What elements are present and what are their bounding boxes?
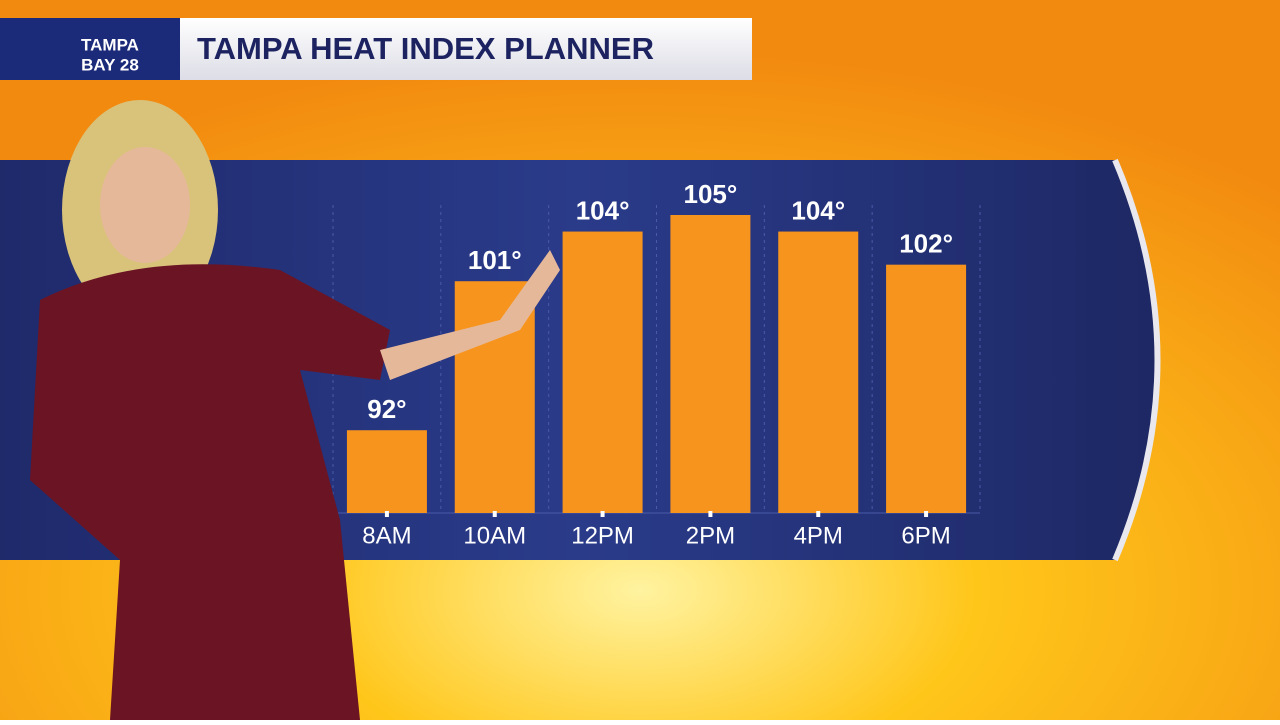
presenter-face xyxy=(100,147,190,263)
presenter-arm xyxy=(380,250,560,380)
tick-mark xyxy=(384,511,389,517)
tick-mark xyxy=(600,511,605,517)
bar xyxy=(670,215,751,513)
tick-mark xyxy=(492,511,497,517)
logo-box xyxy=(0,18,180,80)
value-label: 105° xyxy=(684,179,738,209)
value-label: 104° xyxy=(576,195,630,225)
chart-title: TAMPA HEAT INDEX PLANNER xyxy=(197,31,654,66)
x-tick-label: 8AM xyxy=(362,522,411,549)
x-tick-label: 2PM xyxy=(686,522,735,549)
x-tick-label: 10AM xyxy=(463,522,526,549)
x-tick-label: 4PM xyxy=(794,522,843,549)
value-label: 101° xyxy=(468,245,522,275)
bar xyxy=(346,430,427,513)
tick-mark xyxy=(924,511,929,517)
value-label: 104° xyxy=(791,195,845,225)
x-tick-label: 12PM xyxy=(571,522,634,549)
value-label: 92° xyxy=(367,394,406,424)
logo-text: TAMPA xyxy=(81,35,139,54)
panel-edge xyxy=(1112,158,1161,562)
tick-mark xyxy=(816,511,821,517)
bar xyxy=(562,231,643,514)
tick-mark xyxy=(708,511,713,517)
presenter-dress xyxy=(30,264,390,720)
bar xyxy=(778,231,859,514)
value-label: 102° xyxy=(899,229,953,259)
x-tick-label: 6PM xyxy=(901,522,950,549)
bar xyxy=(886,264,967,513)
logo-text: BAY 28 xyxy=(81,55,139,74)
presenter xyxy=(30,100,560,720)
